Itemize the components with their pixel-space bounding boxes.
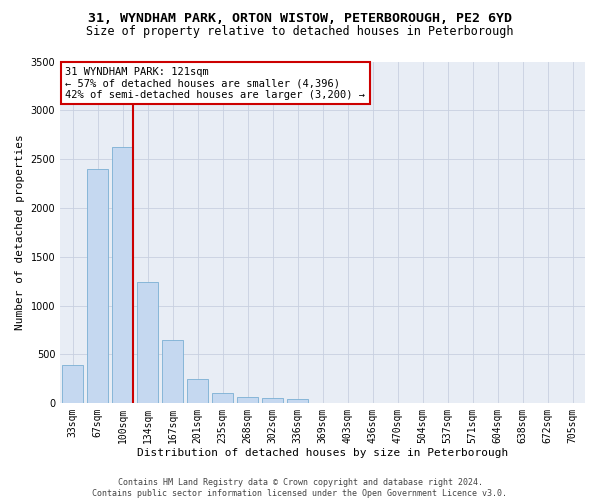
Bar — [62, 365, 83, 403]
Bar — [87, 169, 108, 403]
Text: Contains HM Land Registry data © Crown copyright and database right 2024.
Contai: Contains HM Land Registry data © Crown c… — [92, 478, 508, 498]
Text: 31 WYNDHAM PARK: 121sqm
← 57% of detached houses are smaller (4,396)
42% of semi: 31 WYNDHAM PARK: 121sqm ← 57% of detache… — [65, 66, 365, 100]
Bar — [212, 394, 233, 403]
Text: Size of property relative to detached houses in Peterborough: Size of property relative to detached ho… — [86, 25, 514, 38]
Bar — [187, 379, 208, 403]
Bar — [262, 398, 283, 403]
Bar — [287, 398, 308, 403]
X-axis label: Distribution of detached houses by size in Peterborough: Distribution of detached houses by size … — [137, 448, 508, 458]
Text: 31, WYNDHAM PARK, ORTON WISTOW, PETERBOROUGH, PE2 6YD: 31, WYNDHAM PARK, ORTON WISTOW, PETERBOR… — [88, 12, 512, 26]
Bar — [112, 148, 133, 403]
Bar — [237, 396, 258, 403]
Bar — [137, 282, 158, 403]
Bar — [162, 340, 183, 403]
Y-axis label: Number of detached properties: Number of detached properties — [15, 134, 25, 330]
